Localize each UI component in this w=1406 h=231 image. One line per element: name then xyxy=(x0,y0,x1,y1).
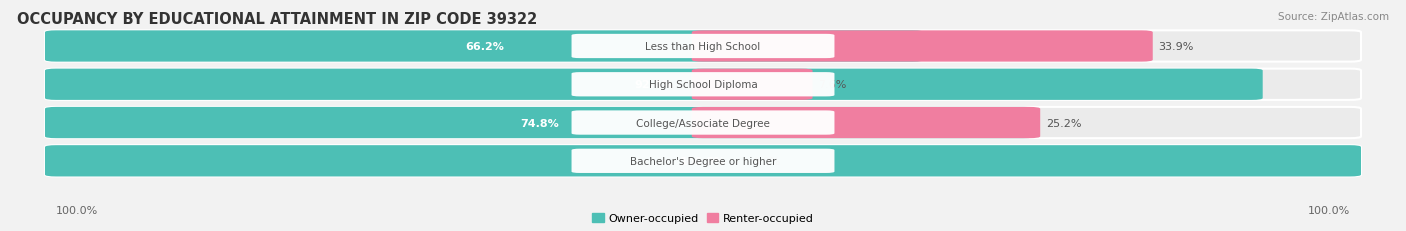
FancyBboxPatch shape xyxy=(45,146,1361,177)
FancyBboxPatch shape xyxy=(692,107,1040,139)
Text: Less than High School: Less than High School xyxy=(645,42,761,52)
Text: 100.0%: 100.0% xyxy=(681,156,725,166)
Text: 25.2%: 25.2% xyxy=(1046,118,1081,128)
Text: 0.0%: 0.0% xyxy=(752,156,780,166)
Text: 7.6%: 7.6% xyxy=(818,80,846,90)
Legend: Owner-occupied, Renter-occupied: Owner-occupied, Renter-occupied xyxy=(592,213,814,223)
Text: College/Associate Degree: College/Associate Degree xyxy=(636,118,770,128)
FancyBboxPatch shape xyxy=(45,107,1035,139)
Text: Bachelor's Degree or higher: Bachelor's Degree or higher xyxy=(630,156,776,166)
Text: 100.0%: 100.0% xyxy=(1308,205,1350,215)
FancyBboxPatch shape xyxy=(571,35,834,59)
Text: High School Diploma: High School Diploma xyxy=(648,80,758,90)
Text: 92.4%: 92.4% xyxy=(634,80,673,90)
FancyBboxPatch shape xyxy=(45,31,1361,62)
FancyBboxPatch shape xyxy=(571,111,834,135)
FancyBboxPatch shape xyxy=(571,73,834,97)
Text: 74.8%: 74.8% xyxy=(520,118,560,128)
FancyBboxPatch shape xyxy=(571,149,834,173)
FancyBboxPatch shape xyxy=(692,31,1153,62)
Text: 66.2%: 66.2% xyxy=(465,42,503,52)
FancyBboxPatch shape xyxy=(45,107,1361,139)
FancyBboxPatch shape xyxy=(45,69,1263,100)
FancyBboxPatch shape xyxy=(45,69,1361,100)
Text: 100.0%: 100.0% xyxy=(56,205,98,215)
FancyBboxPatch shape xyxy=(692,69,813,100)
Text: 33.9%: 33.9% xyxy=(1159,42,1194,52)
FancyBboxPatch shape xyxy=(45,146,1361,177)
FancyBboxPatch shape xyxy=(45,31,924,62)
Text: Source: ZipAtlas.com: Source: ZipAtlas.com xyxy=(1278,12,1389,21)
Text: OCCUPANCY BY EDUCATIONAL ATTAINMENT IN ZIP CODE 39322: OCCUPANCY BY EDUCATIONAL ATTAINMENT IN Z… xyxy=(17,12,537,27)
